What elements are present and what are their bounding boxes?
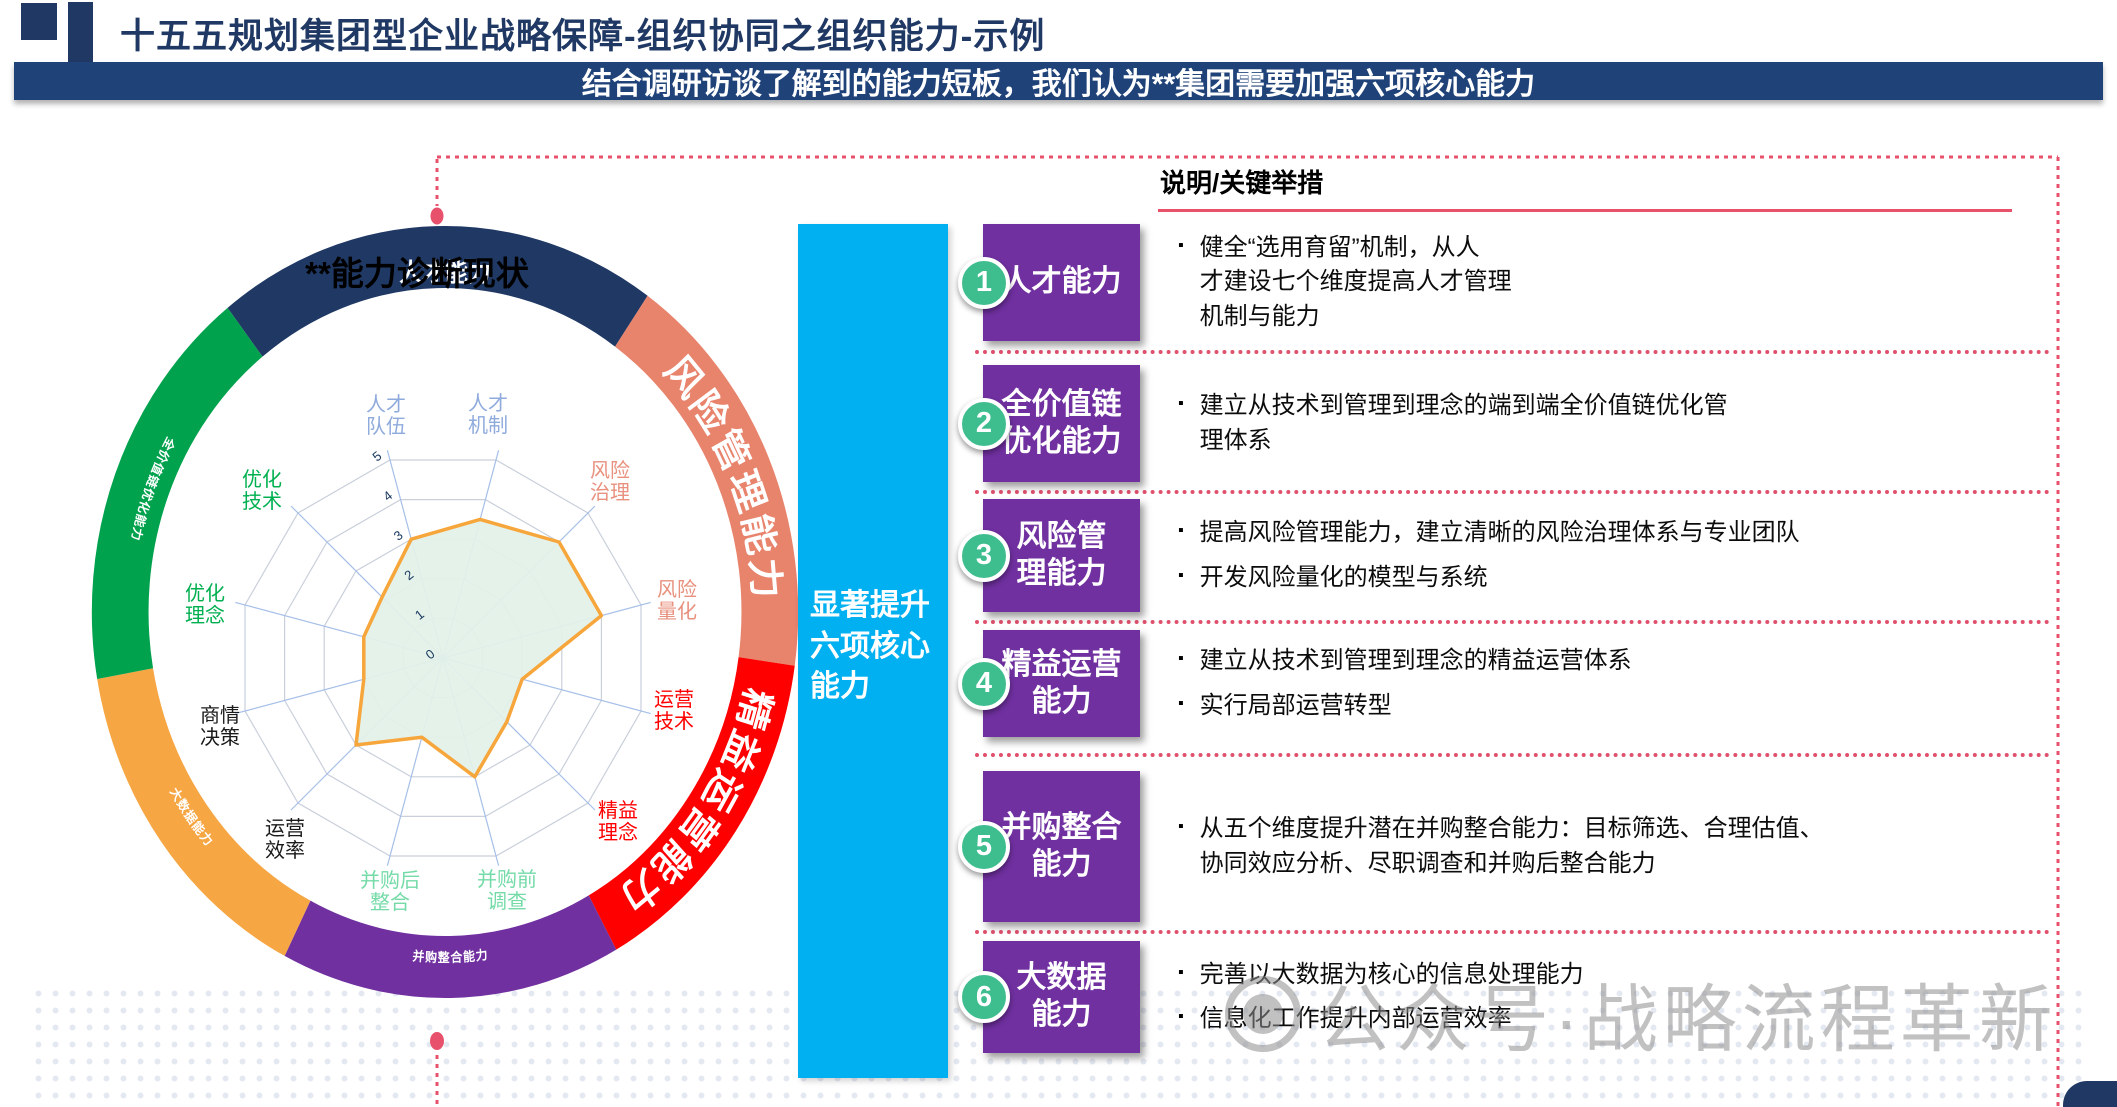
corner-decoration	[2063, 1081, 2117, 1107]
radar-axis-label: 人才机制	[468, 392, 508, 437]
row-separator	[975, 753, 2050, 757]
radar-tick-label: 2	[401, 567, 416, 583]
measure-item: ▪ 建立从技术到管理到理念的端到端全价值链优化管 理体系	[1178, 389, 2030, 457]
measure-text: 信息化工作提升内部运营效率	[1199, 1005, 1512, 1032]
title-bar-decoration	[68, 2, 93, 62]
row-separator	[975, 490, 2050, 494]
radar-tick-label: 5	[370, 448, 385, 464]
measure-text: 提高风险管理能力，建立清晰的风险治理体系与专业团队	[1199, 519, 1800, 547]
bullet-icon: ▪	[1178, 694, 1184, 712]
measure-item: ▪ 信息化工作提升内部运营效率	[1178, 1002, 2030, 1036]
row-separator	[975, 930, 2050, 934]
banner: 结合调研访谈了解到的能力短板，我们认为**集团需要加强六项核心能力	[14, 62, 2103, 101]
key-measures-panel: 说明/关键举措 人才能力 1 ▪ 健全“选用育留”机制，从人 才建设七个维度提高人才管…	[958, 0, 2110, 1107]
radar-tick-label: 1	[412, 606, 427, 622]
ring-segment-label: 并购整合能力	[412, 946, 489, 965]
bullet-icon: ▪	[1178, 963, 1184, 981]
measure-text: 开发风险量化的模型与系统	[1199, 563, 1488, 591]
radar-axis-label: 并购前调查	[477, 868, 537, 913]
bullet-icon: ▪	[1178, 522, 1184, 540]
measure-item: ▪ 建立从技术到管理到理念的精益运营体系	[1178, 644, 2030, 678]
measure-text: 完善以大数据为核心的信息处理能力	[1199, 960, 1584, 988]
capability-box: 全价值链 优化能力	[983, 365, 1140, 482]
capability-number-badge: 6	[958, 971, 1010, 1023]
radar-axis-label: 优化理念	[185, 582, 225, 627]
capability-number-badge: 4	[958, 657, 1010, 710]
radar-axis-label: 优化技术	[242, 468, 282, 513]
ring-segment-label: 精益运营能力	[611, 683, 778, 922]
radar-tick-label: 0	[423, 646, 438, 662]
measure-text: 健全“选用育留”机制，从人 才建设七个维度提高人才管理 机制与能力	[1199, 234, 1512, 330]
radar-data-polygon	[354, 517, 604, 779]
capability-measures: ▪ 完善以大数据为核心的信息处理能力 ▪ 信息化工作提升内部运营效率	[1178, 941, 2030, 1053]
capability-measures: ▪ 提高风险管理能力，建立清晰的风险治理体系与专业团队 ▪ 开发风险量化的模型与系统	[1178, 499, 2030, 612]
ring-segment	[614, 295, 799, 666]
bullet-icon: ▪	[1178, 237, 1184, 255]
measure-item: ▪ 健全“选用育留”机制，从人 才建设七个维度提高人才管理 机制与能力	[1178, 231, 2030, 333]
radar-grid	[235, 450, 651, 866]
measure-text: 建立从技术到管理到理念的端到端全价值链优化管 理体系	[1199, 392, 1728, 454]
measure-text: 建立从技术到管理到理念的精益运营体系	[1199, 647, 1632, 675]
capability-measures: ▪ 从五个维度提升潜在并购整合能力：目标筛选、合理估值、 协同效应分析、尽职调查和…	[1178, 771, 2030, 922]
bullet-icon: ▪	[1178, 566, 1184, 584]
measure-item: ▪ 开发风险量化的模型与系统	[1178, 561, 2030, 595]
ring-segment-label: 大数据能力	[167, 784, 216, 849]
row-separator	[975, 620, 2050, 624]
measure-item: ▪ 实行局部运营转型	[1178, 689, 2030, 723]
ring-segment	[97, 667, 311, 956]
ring-segment-label: 风险管理能力	[656, 347, 787, 603]
capability-measures: ▪ 健全“选用育留”机制，从人 才建设七个维度提高人才管理 机制与能力	[1178, 224, 2030, 341]
radar-tick-label: 4	[380, 488, 395, 504]
row-separator	[975, 350, 2050, 354]
measure-item: ▪ 提高风险管理能力，建立清晰的风险治理体系与专业团队	[1178, 516, 2030, 550]
measure-text: 实行局部运营转型	[1199, 691, 1392, 719]
bullet-icon: ▪	[1178, 1008, 1184, 1025]
measure-text: 从五个维度提升潜在并购整合能力：目标筛选、合理估值、 协同效应分析、尽职调查和并…	[1199, 815, 1824, 877]
page-title: 十五五规划集团型企业战略保障-组织协同之组织能力-示例	[120, 17, 1046, 56]
measure-item: ▪ 从五个维度提升潜在并购整合能力：目标筛选、合理估值、 协同效应分析、尽职调查和…	[1178, 812, 2030, 880]
capability-number-badge: 5	[958, 820, 1010, 873]
radar-axis-label: 并购后整合	[360, 869, 420, 914]
core-capabilities-bar: 显著提升 六项核心 能力	[798, 224, 948, 1078]
capability-number-badge: 3	[958, 529, 1010, 582]
radar-tick-label: 3	[391, 527, 406, 543]
banner-text: 结合调研访谈了解到的能力短板，我们认为**集团需要加强六项核心能力	[581, 68, 1536, 101]
ring-segment	[284, 895, 617, 998]
ring-segment	[588, 656, 795, 950]
connector-dot	[430, 207, 444, 225]
core-capabilities-bar-label: 显著提升 六项核心 能力	[810, 589, 930, 703]
capability-measures: ▪ 建立从技术到管理到理念的端到端全价值链优化管 理体系	[1178, 365, 2030, 482]
bullet-icon: ▪	[1178, 395, 1184, 413]
radar-axis-label: 风险治理	[590, 459, 630, 504]
radar-axis-label: 人才队伍	[366, 393, 406, 438]
panel-header-underline	[1158, 209, 2012, 212]
capability-number-badge: 2	[958, 397, 1010, 450]
capability-measures: ▪ 建立从技术到管理到理念的精益运营体系 ▪ 实行局部运营转型	[1178, 630, 2030, 737]
radar-axis-label: 精益理念	[598, 799, 638, 844]
ring-segment-label: 全价值链优化能力	[129, 434, 179, 543]
radar-axis-label: 商情决策	[200, 704, 240, 749]
chart-title: **能力诊断现状	[305, 255, 529, 292]
radar-axis-label: 运营技术	[654, 688, 694, 733]
radar-axis-label: 风险量化	[657, 578, 697, 623]
bullet-icon: ▪	[1178, 650, 1184, 668]
radar-axis-label: 运营效率	[265, 817, 305, 862]
panel-header: 说明/关键举措	[1160, 168, 1324, 198]
ring-segment	[91, 307, 263, 680]
capability-number-badge: 1	[958, 256, 1010, 309]
title-square-decoration	[21, 3, 57, 40]
measure-item: ▪ 完善以大数据为核心的信息处理能力	[1178, 958, 2030, 992]
bullet-icon: ▪	[1178, 818, 1184, 836]
